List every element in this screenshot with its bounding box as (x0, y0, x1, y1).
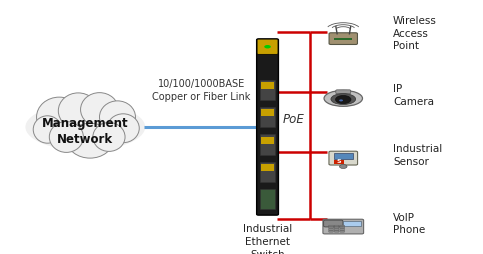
Text: Management
Network: Management Network (42, 118, 128, 147)
FancyBboxPatch shape (260, 134, 275, 155)
FancyBboxPatch shape (329, 33, 357, 44)
FancyBboxPatch shape (261, 82, 274, 89)
Circle shape (339, 99, 343, 101)
FancyBboxPatch shape (334, 227, 339, 229)
Ellipse shape (107, 114, 139, 143)
Ellipse shape (49, 121, 84, 152)
FancyBboxPatch shape (261, 164, 274, 171)
FancyBboxPatch shape (260, 162, 275, 182)
FancyBboxPatch shape (334, 160, 344, 164)
Text: PoE: PoE (282, 113, 304, 126)
Ellipse shape (58, 93, 98, 129)
FancyBboxPatch shape (329, 225, 333, 227)
Ellipse shape (26, 103, 145, 151)
Ellipse shape (99, 101, 135, 133)
Text: 10/100/1000BASE
Copper or Fiber Link: 10/100/1000BASE Copper or Fiber Link (152, 79, 251, 102)
Ellipse shape (324, 90, 362, 106)
FancyBboxPatch shape (336, 90, 351, 94)
Circle shape (264, 45, 271, 49)
Text: VoIP
Phone: VoIP Phone (393, 213, 425, 235)
Ellipse shape (33, 116, 62, 143)
FancyBboxPatch shape (343, 221, 361, 226)
FancyBboxPatch shape (260, 107, 275, 127)
FancyBboxPatch shape (329, 227, 333, 229)
FancyBboxPatch shape (340, 225, 344, 227)
FancyBboxPatch shape (261, 136, 274, 144)
FancyBboxPatch shape (261, 109, 274, 116)
FancyBboxPatch shape (324, 220, 343, 227)
Circle shape (340, 165, 347, 168)
FancyBboxPatch shape (334, 225, 339, 227)
Ellipse shape (67, 123, 113, 158)
FancyBboxPatch shape (334, 153, 353, 159)
Ellipse shape (37, 97, 82, 137)
FancyBboxPatch shape (334, 38, 353, 40)
Circle shape (336, 96, 351, 104)
FancyBboxPatch shape (329, 229, 333, 230)
Ellipse shape (93, 122, 125, 151)
FancyBboxPatch shape (257, 39, 278, 54)
FancyBboxPatch shape (334, 229, 339, 230)
FancyBboxPatch shape (256, 39, 278, 215)
FancyBboxPatch shape (329, 231, 333, 232)
FancyBboxPatch shape (260, 80, 275, 100)
FancyBboxPatch shape (340, 227, 344, 229)
FancyBboxPatch shape (334, 231, 339, 232)
Ellipse shape (331, 94, 355, 104)
Text: Wireless
Access
Point: Wireless Access Point (393, 16, 437, 52)
FancyBboxPatch shape (340, 229, 344, 230)
FancyBboxPatch shape (340, 231, 344, 232)
FancyBboxPatch shape (260, 189, 275, 209)
FancyBboxPatch shape (323, 219, 364, 234)
Text: Industrial
Sensor: Industrial Sensor (393, 144, 442, 167)
Text: IP
Camera: IP Camera (393, 85, 434, 107)
Text: S: S (337, 159, 341, 164)
FancyBboxPatch shape (329, 151, 357, 165)
Ellipse shape (81, 93, 118, 126)
Text: Industrial
Ethernet
Switch: Industrial Ethernet Switch (243, 224, 292, 254)
